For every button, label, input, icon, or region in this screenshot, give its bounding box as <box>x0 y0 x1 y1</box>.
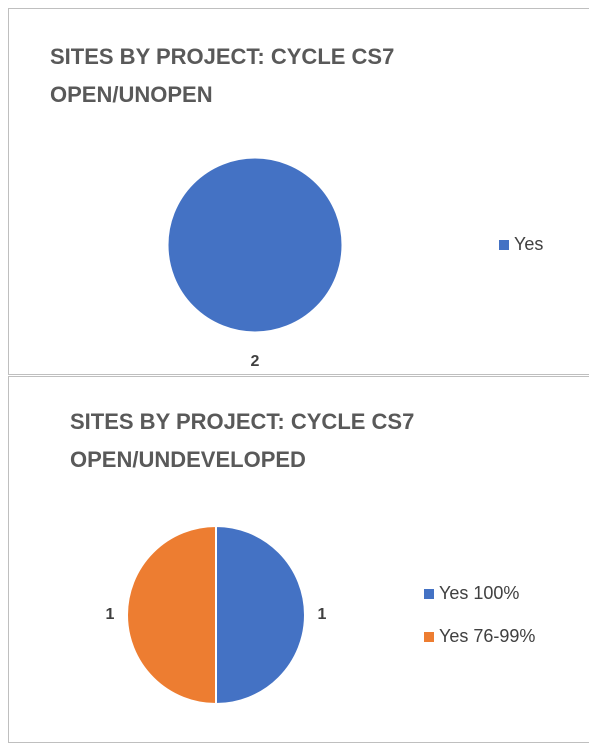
data-label: 1 <box>318 606 327 623</box>
legend-label: Yes <box>514 234 543 254</box>
legend-swatch <box>424 632 434 642</box>
chart-title: SITES BY PROJECT: CYCLE CS7 OPEN/UNOPEN <box>50 44 395 107</box>
legend-swatch <box>499 240 509 250</box>
legend-label: Yes 76-99% <box>439 626 535 646</box>
pie-slice <box>126 524 217 706</box>
chart-panel <box>8 8 589 375</box>
pie-slice <box>167 157 343 333</box>
chart-panel <box>8 376 589 743</box>
pie-slice <box>215 524 306 706</box>
data-label: 2 <box>251 353 260 370</box>
data-label: 1 <box>106 606 115 623</box>
legend-label: Yes 100% <box>439 583 519 603</box>
chart-title: SITES BY PROJECT: CYCLE CS7 OPEN/UNDEVEL… <box>70 409 415 472</box>
legend-swatch <box>424 589 434 599</box>
